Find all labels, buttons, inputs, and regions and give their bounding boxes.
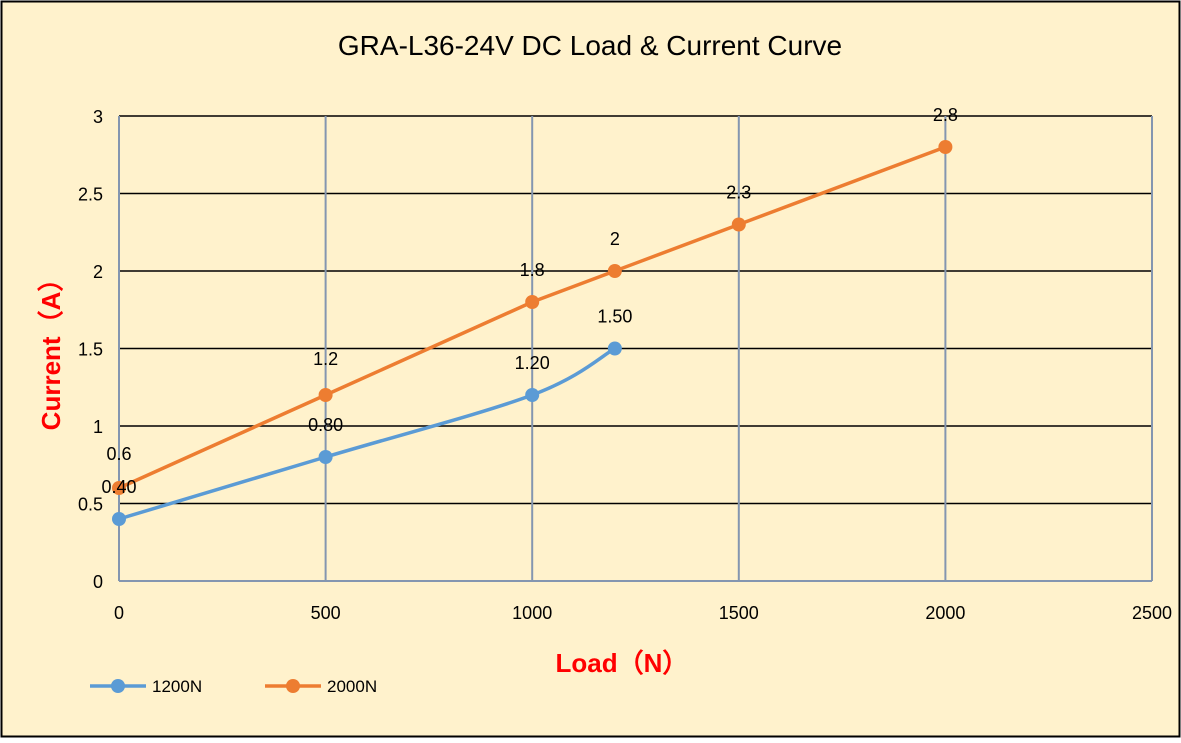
data-point-1200N <box>112 512 126 526</box>
data-label-1200N: 1.50 <box>597 307 632 327</box>
data-label-1200N: 0.40 <box>101 477 136 497</box>
data-label-2000N: 1.8 <box>520 260 545 280</box>
data-point-1200N <box>318 450 333 464</box>
data-label-2000N: 2.8 <box>933 105 958 125</box>
grid <box>119 115 1153 581</box>
data-point-1200N <box>607 341 622 356</box>
legend-swatch-marker <box>286 679 300 693</box>
x-tick-label: 2000 <box>925 603 965 623</box>
axes: 0 0.5 1 1.5 2 2.5 3 0 500 1000 1500 2000 2500 <box>78 107 1172 623</box>
y-tick-label: 1.5 <box>78 340 103 360</box>
data-labels: 0.40 0.80 1.20 1.50 0.6 1.2 1.8 2 2.3 2.8 <box>101 105 957 497</box>
chart-title: GRA-L36-24V DC Load & Current Curve <box>338 30 842 61</box>
y-axis-title: Current（A） <box>36 266 66 431</box>
legend: 1200N 2000N <box>90 677 377 696</box>
series-line-1200N <box>118 346 616 521</box>
data-label-1200N: 1.20 <box>515 353 550 373</box>
x-tick-label: 0 <box>114 603 124 623</box>
y-tick-label: 0.5 <box>78 495 103 515</box>
y-tick-label: 1 <box>93 417 103 437</box>
data-point-2000N <box>112 481 126 495</box>
data-label-2000N: 2 <box>610 229 620 249</box>
y-tick-label: 0 <box>93 572 103 592</box>
y-tick-label: 3 <box>93 107 103 127</box>
data-label-1200N: 0.80 <box>308 415 343 435</box>
data-point-2000N <box>525 295 540 309</box>
x-tick-label: 1500 <box>719 603 759 623</box>
x-axis-title: Load（N） <box>556 648 689 678</box>
legend-label: 1200N <box>152 677 202 696</box>
y-tick-label: 2 <box>93 262 103 282</box>
x-tick-label: 1000 <box>512 603 552 623</box>
data-point-2000N <box>938 140 953 154</box>
data-point-2000N <box>318 388 333 402</box>
legend-label: 2000N <box>327 677 377 696</box>
data-point-2000N <box>607 264 622 278</box>
data-label-2000N: 0.6 <box>106 444 131 464</box>
y-tick-label: 2.5 <box>78 185 103 205</box>
series-layer <box>112 140 953 526</box>
x-tick-label: 500 <box>311 603 341 623</box>
data-point-1200N <box>525 388 540 402</box>
data-label-2000N: 2.3 <box>726 183 751 203</box>
legend-swatch-marker <box>111 679 125 693</box>
data-point-2000N <box>731 217 746 232</box>
series-line-2000N <box>118 145 947 490</box>
x-tick-label: 2500 <box>1132 603 1172 623</box>
data-label-2000N: 1.2 <box>313 349 338 369</box>
